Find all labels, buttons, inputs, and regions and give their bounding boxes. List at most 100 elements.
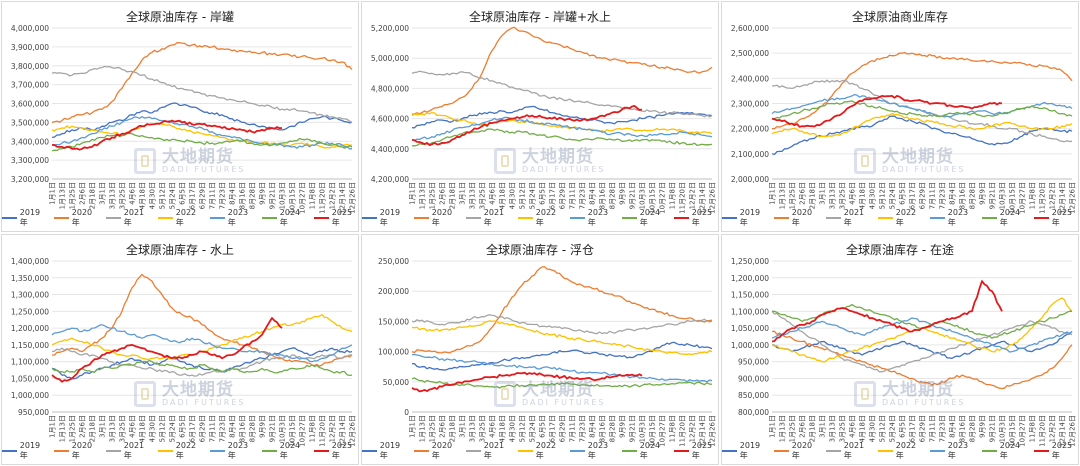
legend-label: 2023年	[587, 441, 609, 460]
legend-swatch	[1034, 450, 1049, 452]
legend-item: 2025年	[314, 441, 358, 461]
x-tick-label: 1月1日	[409, 182, 417, 205]
x-tick-label: 3月1日	[99, 182, 107, 205]
x-tick-label: 4月18日	[859, 415, 867, 442]
x-tick-label: 8月4日	[229, 415, 237, 438]
x-tick-label: 6月29日	[199, 182, 207, 209]
legend: 2019年 2020年 2021年 2022年 2023年 2024年 2025年	[362, 208, 718, 228]
x-tick-label: 11月8日	[1029, 182, 1037, 209]
y-tick-label: 1,200,000	[731, 274, 769, 283]
y-tick-label: 3,800,000	[11, 62, 49, 71]
x-tick-label: 12月14日	[699, 182, 707, 214]
x-tick-label: 10月27日	[1019, 415, 1027, 447]
legend-swatch	[826, 217, 841, 219]
x-tick-label: 10月3日	[279, 182, 287, 209]
x-tick-label: 4月30日	[149, 415, 157, 442]
legend-swatch	[570, 217, 585, 219]
legend-item: 2021年	[466, 208, 510, 228]
x-tick-label: 8月16日	[599, 415, 607, 442]
x-tick-label: 6月17日	[909, 182, 917, 209]
x-tick-label: 2月18日	[89, 415, 97, 442]
chart-title: 全球原油库存 - 浮仓	[486, 243, 594, 257]
x-tick-label: 1月13日	[779, 415, 787, 442]
series-line-2025年	[411, 371, 643, 393]
legend-swatch	[2, 217, 17, 219]
x-tick-label: 5月24日	[889, 415, 897, 442]
x-tick-label: 4月18日	[139, 415, 147, 442]
y-tick-label: 3,600,000	[11, 100, 49, 109]
x-tick-label: 10月27日	[659, 182, 667, 214]
x-tick-label: 3月1日	[459, 182, 467, 205]
series-line-2025年	[771, 95, 1003, 128]
x-tick-label: 7月11日	[569, 415, 577, 442]
x-tick-label: 1月25日	[429, 182, 437, 209]
legend-item: 2024年	[982, 208, 1026, 228]
series-line-2023年	[411, 116, 713, 142]
x-tick-label: 7月11日	[929, 415, 937, 442]
legend-label: 2020年	[791, 441, 813, 460]
x-tick-label: 6月29日	[559, 182, 567, 209]
y-tick-label: 900,000	[738, 374, 769, 383]
x-tick-label: 4月6日	[129, 415, 137, 438]
x-tick-label: 12月26日	[709, 182, 717, 214]
x-tick-label: 8月16日	[599, 182, 607, 209]
watermark-en: DADI FUTURES	[882, 164, 966, 174]
x-tick-label: 4月30日	[869, 415, 877, 442]
series-line-2023年	[771, 93, 1073, 118]
legend-swatch	[826, 450, 841, 452]
x-tick-label: 10月27日	[1019, 182, 1027, 214]
x-tick-label: 1月25日	[789, 415, 797, 442]
legend-label: 2020年	[431, 208, 453, 227]
x-tick-label: 6月17日	[549, 182, 557, 209]
y-tick-label: 200,000	[378, 287, 409, 296]
legend-item: 2023年	[570, 208, 614, 228]
x-tick-label: 3月13日	[469, 182, 477, 209]
legend-label: 2025年	[331, 208, 353, 227]
x-tick-label: 9月9日	[619, 182, 627, 205]
x-tick-label: 10月15日	[649, 415, 657, 447]
x-tick-label: 4月6日	[489, 415, 497, 438]
watermark: 大地期货 DADI FUTURES	[854, 148, 965, 174]
x-tick-label: 12月2日	[329, 415, 337, 442]
legend-label: 2021年	[843, 441, 865, 460]
y-tick-label: 3,700,000	[11, 81, 49, 90]
watermark: 大地期货 DADI FUTURES	[854, 381, 965, 407]
series-line-2019年	[411, 105, 713, 129]
legend: 2019年 2020年 2021年 2022年 2023年 2024年 2025年	[362, 441, 718, 461]
chart-title: 全球原油库存 - 水上	[126, 243, 234, 257]
x-tick-label: 6月29日	[559, 415, 567, 442]
x-tick-label: 10月3日	[639, 182, 647, 209]
y-tick-label: 1,050,000	[731, 324, 769, 333]
x-tick-label: 2月18日	[809, 415, 817, 442]
legend-label: 2019年	[739, 441, 761, 460]
x-tick-label: 5月12日	[159, 182, 167, 209]
series-line-2020年	[411, 266, 713, 354]
legend-label: 2021年	[483, 208, 505, 227]
legend-label: 2025年	[1051, 441, 1073, 460]
x-tick-label: 11月8日	[309, 415, 317, 442]
watermark-text: 大地期货 DADI FUTURES	[162, 148, 245, 174]
x-tick-label: 3月25日	[839, 415, 847, 442]
x-tick-label: 8月16日	[239, 415, 247, 442]
legend-item: 2019年	[2, 441, 46, 461]
series-line-2023年	[411, 353, 713, 383]
watermark-logo-icon	[494, 148, 516, 174]
x-tick-label: 12月26日	[709, 415, 717, 447]
x-tick-label: 9月21日	[989, 182, 997, 209]
legend-item: 2023年	[570, 441, 614, 461]
legend-item: 2024年	[262, 441, 306, 461]
y-tick-label: 1,200,000	[11, 324, 49, 333]
legend-item: 2020年	[414, 441, 458, 461]
series-line-2024年	[51, 132, 353, 152]
x-tick-label: 4月30日	[509, 415, 517, 442]
legend-swatch	[466, 217, 481, 219]
legend-swatch	[362, 450, 377, 452]
legend-label: 2024年	[639, 208, 661, 227]
legend-swatch	[158, 217, 173, 219]
legend-item: 2025年	[314, 208, 358, 228]
x-tick-label: 2月6日	[439, 415, 447, 438]
watermark: 大地期货 DADI FUTURES	[494, 381, 605, 407]
y-tick-label: 950,000	[738, 358, 769, 367]
legend-swatch	[210, 450, 225, 452]
